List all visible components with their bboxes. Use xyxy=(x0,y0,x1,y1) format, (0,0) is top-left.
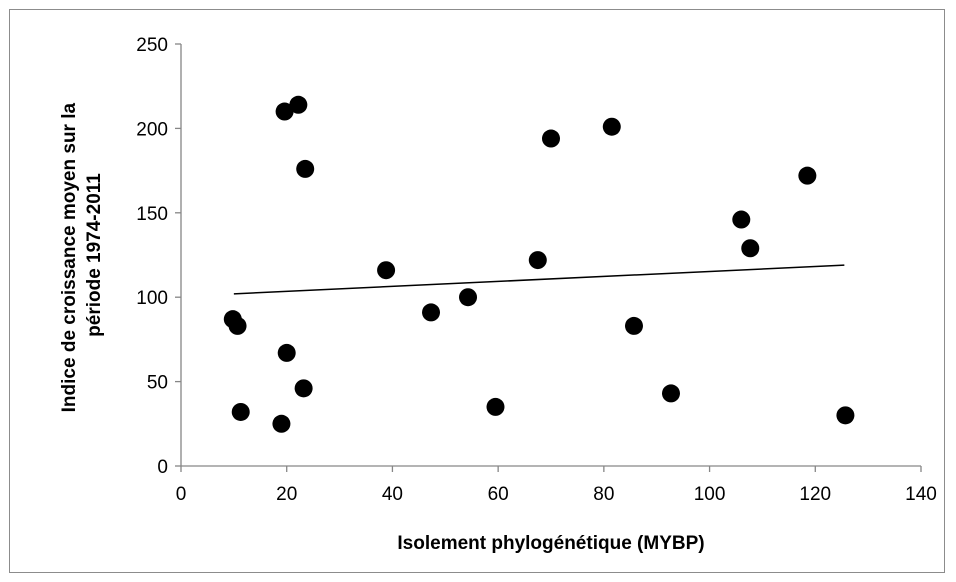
x-tick-label: 60 xyxy=(488,484,509,505)
data-point xyxy=(836,406,855,425)
points-layer xyxy=(223,95,855,433)
x-tick-label: 140 xyxy=(905,484,937,505)
data-point xyxy=(459,288,478,307)
x-tick-label: 20 xyxy=(276,484,297,505)
x-tick-label: 100 xyxy=(694,484,726,505)
data-point xyxy=(542,129,560,148)
y-axis-title: Indice de croissance moyen sur la périod… xyxy=(59,98,105,413)
data-point xyxy=(228,316,247,335)
y-tick-labels: 0 50 100 150 200 250 xyxy=(136,35,168,478)
y-tick-label: 0 xyxy=(157,457,168,478)
y-tick-label: 150 xyxy=(136,204,168,225)
data-point xyxy=(275,102,294,121)
x-tick-label: 120 xyxy=(799,484,831,505)
data-point xyxy=(272,414,291,433)
data-point xyxy=(624,316,643,335)
data-point xyxy=(294,379,313,398)
y-tick-label: 200 xyxy=(136,119,168,140)
x-axis-title: Isolement phylogénétique (MYBP) xyxy=(397,533,704,554)
y-tick-label: 250 xyxy=(136,35,168,56)
data-point xyxy=(231,402,250,421)
trendline xyxy=(233,264,845,295)
data-point xyxy=(732,210,751,229)
data-point xyxy=(798,166,817,185)
trendline-layer xyxy=(233,264,845,295)
data-point xyxy=(661,384,680,403)
y-tick-label: 50 xyxy=(147,373,168,394)
data-point xyxy=(277,343,296,362)
data-point xyxy=(602,117,621,136)
data-point xyxy=(528,251,547,270)
data-point xyxy=(289,95,308,114)
x-tick-label: 80 xyxy=(593,484,614,505)
x-tick-label: 40 xyxy=(382,484,403,505)
data-point xyxy=(296,159,315,178)
axes xyxy=(175,43,922,472)
x-tick-labels: 0 20 40 60 80 100 120 140 xyxy=(176,484,937,505)
chart-frame xyxy=(9,9,945,573)
data-point xyxy=(741,239,760,258)
data-point xyxy=(486,397,505,416)
y-tick-label: 100 xyxy=(136,288,168,309)
y-axis-title-line-1: Indice de croissance moyen sur la xyxy=(59,103,80,413)
x-tick-label: 0 xyxy=(176,484,187,505)
y-axis-title-line-2: période 1974-2011 xyxy=(84,173,105,337)
data-point xyxy=(377,261,396,280)
data-point xyxy=(422,303,441,322)
